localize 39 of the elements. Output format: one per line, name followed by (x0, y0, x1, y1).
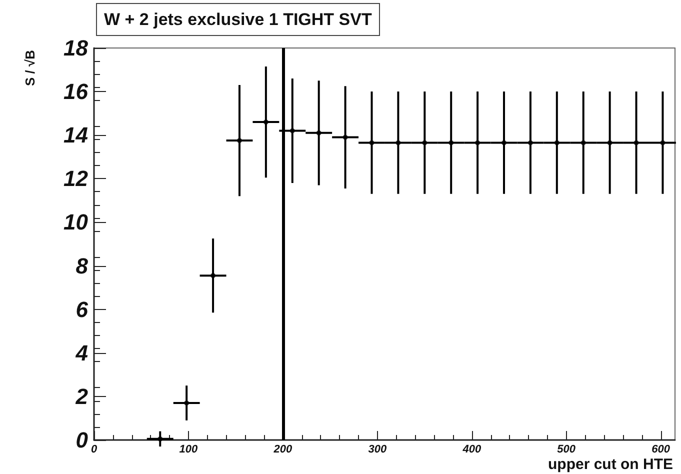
x-tick-label: 400 (462, 444, 482, 456)
y-tick-label: 8 (76, 253, 89, 278)
y-tick-label: 10 (64, 210, 89, 235)
point (369, 140, 374, 146)
point (660, 140, 666, 146)
point (448, 140, 454, 146)
x-tick-label: 300 (368, 444, 388, 456)
point (290, 128, 295, 134)
point (580, 140, 586, 146)
point (316, 130, 322, 136)
y-tick-label: 4 (74, 340, 88, 366)
point (502, 140, 507, 146)
point (422, 140, 428, 146)
x-axis-title: upper cut on HTE (548, 456, 673, 473)
y-tick-label: 2 (74, 384, 89, 409)
x-tick-label: 500 (557, 444, 576, 456)
y-axis-title: S / √B (22, 50, 38, 86)
point (554, 140, 560, 146)
y-tick-label: 12 (64, 166, 89, 192)
point (607, 140, 612, 146)
x-tick-label: 0 (90, 444, 98, 456)
x-tick-label: 100 (179, 444, 199, 456)
point (528, 140, 533, 146)
point (210, 273, 216, 278)
y-tick-label: 6 (76, 296, 89, 322)
point (342, 134, 348, 140)
chart-title: W + 2 jets exclusive 1 TIGHT SVT (104, 10, 372, 29)
point (475, 140, 480, 146)
point (634, 140, 639, 146)
x-tick-label: 600 (652, 444, 671, 456)
point (263, 120, 268, 125)
y-tick-label: 14 (64, 122, 88, 148)
x-tick-label: 200 (272, 444, 293, 456)
y-tick-label: 16 (64, 79, 89, 104)
point (236, 138, 242, 144)
y-tick-label: 18 (64, 36, 89, 60)
point (158, 436, 163, 442)
point (396, 140, 401, 146)
point (184, 400, 190, 406)
